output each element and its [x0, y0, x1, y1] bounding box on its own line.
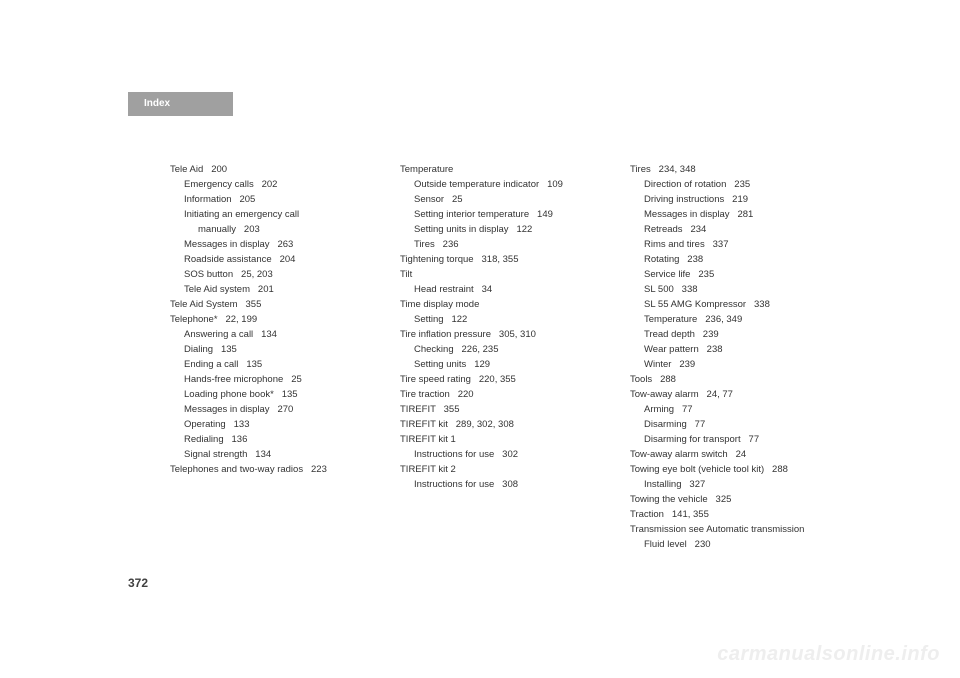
index-entry: Transmission see Automatic transmission: [630, 522, 840, 537]
index-column-1: Tele Aid 200Emergency calls 202Informati…: [170, 162, 380, 552]
index-entry: SL 500 338: [630, 282, 840, 297]
index-entry: Service life 235: [630, 267, 840, 282]
index-entry: Telephones and two-way radios 223: [170, 462, 380, 477]
index-entry: Setting interior temperature 149: [400, 207, 610, 222]
index-entry: Time display mode: [400, 297, 610, 312]
index-entry: Winter 239: [630, 357, 840, 372]
index-entry: Tires 236: [400, 237, 610, 252]
index-column-3: Tires 234, 348Direction of rotation 235D…: [630, 162, 840, 552]
index-entry: Information 205: [170, 192, 380, 207]
index-entry: Tire speed rating 220, 355: [400, 372, 610, 387]
index-entry: Tools 288: [630, 372, 840, 387]
header-tab: Index: [128, 92, 233, 116]
index-entry: Tires 234, 348: [630, 162, 840, 177]
index-entry: Setting 122: [400, 312, 610, 327]
index-entry: Driving instructions 219: [630, 192, 840, 207]
index-entry: Roadside assistance 204: [170, 252, 380, 267]
index-entry: TIREFIT 355: [400, 402, 610, 417]
index-entry: Operating 133: [170, 417, 380, 432]
index-entry: Instructions for use 308: [400, 477, 610, 492]
index-entry: Rims and tires 337: [630, 237, 840, 252]
index-entry: Setting units in display 122: [400, 222, 610, 237]
index-entry: Disarming 77: [630, 417, 840, 432]
index-entry: Temperature 236, 349: [630, 312, 840, 327]
index-entry: Checking 226, 235: [400, 342, 610, 357]
index-entry: Tilt: [400, 267, 610, 282]
index-entry: Messages in display 263: [170, 237, 380, 252]
index-entry: Disarming for transport 77: [630, 432, 840, 447]
index-entry: Redialing 136: [170, 432, 380, 447]
index-entry: Fluid level 230: [630, 537, 840, 552]
index-entry: Arming 77: [630, 402, 840, 417]
index-entry: Tow-away alarm 24, 77: [630, 387, 840, 402]
index-entry: TIREFIT kit 2: [400, 462, 610, 477]
index-entry: Direction of rotation 235: [630, 177, 840, 192]
index-entry: SOS button 25, 203: [170, 267, 380, 282]
index-entry: manually 203: [170, 222, 380, 237]
index-entry: TIREFIT kit 1: [400, 432, 610, 447]
index-entry: Loading phone book* 135: [170, 387, 380, 402]
index-entry: TIREFIT kit 289, 302, 308: [400, 417, 610, 432]
index-entry: Tele Aid System 355: [170, 297, 380, 312]
index-entry: Messages in display 281: [630, 207, 840, 222]
index-entry: Sensor 25: [400, 192, 610, 207]
index-entry: Tread depth 239: [630, 327, 840, 342]
index-entry: Setting units 129: [400, 357, 610, 372]
index-entry: Messages in display 270: [170, 402, 380, 417]
index-entry: SL 55 AMG Kompressor 338: [630, 297, 840, 312]
index-entry: Tele Aid 200: [170, 162, 380, 177]
index-column-2: TemperatureOutside temperature indicator…: [400, 162, 610, 552]
index-entry: Outside temperature indicator 109: [400, 177, 610, 192]
index-entry: Tire traction 220: [400, 387, 610, 402]
index-entry: Rotating 238: [630, 252, 840, 267]
index-entry: Answering a call 134: [170, 327, 380, 342]
index-entry: Tele Aid system 201: [170, 282, 380, 297]
index-entry: Instructions for use 302: [400, 447, 610, 462]
index-entry: Temperature: [400, 162, 610, 177]
index-entry: Tightening torque 318, 355: [400, 252, 610, 267]
index-entry: Signal strength 134: [170, 447, 380, 462]
index-entry: Traction 141, 355: [630, 507, 840, 522]
index-entry: Dialing 135: [170, 342, 380, 357]
index-entry: Head restraint 34: [400, 282, 610, 297]
page-number: 372: [128, 576, 148, 590]
index-entry: Tow-away alarm switch 24: [630, 447, 840, 462]
index-columns: Tele Aid 200Emergency calls 202Informati…: [170, 162, 840, 552]
header-label: Index: [144, 98, 170, 109]
index-entry: Wear pattern 238: [630, 342, 840, 357]
index-entry: Initiating an emergency call: [170, 207, 380, 222]
index-entry: Emergency calls 202: [170, 177, 380, 192]
index-entry: Ending a call 135: [170, 357, 380, 372]
index-entry: Hands-free microphone 25: [170, 372, 380, 387]
index-entry: Retreads 234: [630, 222, 840, 237]
index-entry: Towing eye bolt (vehicle tool kit) 288: [630, 462, 840, 477]
index-entry: Towing the vehicle 325: [630, 492, 840, 507]
index-entry: Telephone* 22, 199: [170, 312, 380, 327]
index-entry: Tire inflation pressure 305, 310: [400, 327, 610, 342]
index-entry: Installing 327: [630, 477, 840, 492]
watermark: carmanualsonline.info: [717, 643, 940, 666]
